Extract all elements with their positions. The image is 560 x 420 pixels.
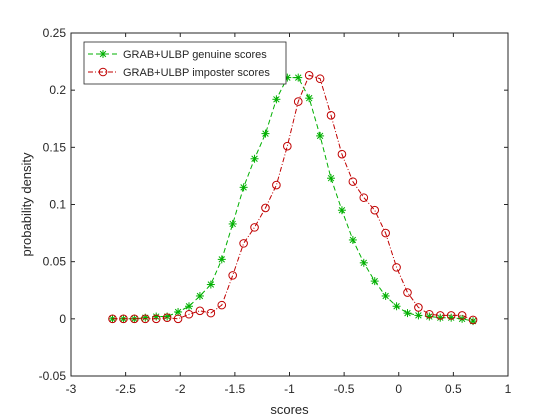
data-point xyxy=(119,314,128,324)
data-point xyxy=(228,219,237,228)
y-tick-label: -0.05 xyxy=(39,369,67,383)
legend-entry-imposter: GRAB+ULBP imposter scores xyxy=(88,67,270,79)
data-point xyxy=(184,302,193,311)
data-point xyxy=(228,271,237,280)
data-point xyxy=(370,205,380,215)
ticks: -3 -2.5 -2 -1.5 -1 -0.5 0 0.5 1 -0.05 0 0.05 0.1 0.15… xyxy=(39,26,512,396)
data-point xyxy=(206,308,216,318)
y-tick-label: 0.05 xyxy=(43,255,67,269)
y-tick-label: 0.25 xyxy=(43,26,67,40)
data-point xyxy=(293,97,303,106)
x-tick-label: 1 xyxy=(505,382,512,396)
data-point xyxy=(195,306,205,316)
data-point xyxy=(304,71,314,80)
x-tick-label: 0 xyxy=(395,382,402,396)
series-layer xyxy=(108,71,478,326)
x-tick-label: -2.5 xyxy=(115,382,136,396)
data-point xyxy=(403,309,412,318)
data-point xyxy=(359,258,368,267)
data-point xyxy=(348,177,358,186)
data-point xyxy=(250,154,259,163)
data-point xyxy=(239,239,248,248)
y-axis-label: probability density xyxy=(19,152,34,257)
data-point xyxy=(403,288,412,297)
data-point xyxy=(425,309,434,319)
data-point xyxy=(327,174,336,183)
y-tick-label: 0.2 xyxy=(49,83,66,97)
series-line-1 xyxy=(112,74,474,321)
data-point xyxy=(435,311,445,320)
x-tick-label: 0.5 xyxy=(445,382,462,396)
data-point xyxy=(326,111,336,120)
data-point xyxy=(272,180,281,190)
legend-label-genuine: GRAB+ULBP genuine scores xyxy=(123,49,267,61)
data-point xyxy=(381,291,390,300)
legend-box xyxy=(83,41,287,85)
x-tick-label: -3 xyxy=(66,382,77,396)
data-point xyxy=(195,291,204,300)
data-point xyxy=(337,206,346,215)
data-point xyxy=(370,277,379,286)
x-axis-label: scores xyxy=(270,402,309,417)
legend-marker-genuine xyxy=(99,50,107,58)
data-point xyxy=(130,314,139,324)
data-point xyxy=(261,203,270,213)
series-markers-1 xyxy=(108,71,478,325)
legend-entry-genuine: GRAB+ULBP genuine scores xyxy=(88,49,267,61)
data-point xyxy=(468,315,478,325)
data-point xyxy=(348,235,357,244)
y-tick-label: 0 xyxy=(59,312,66,326)
plot-area xyxy=(71,33,508,376)
data-point xyxy=(108,314,117,324)
x-tick-label: -0.5 xyxy=(334,382,355,396)
data-point xyxy=(283,141,292,151)
data-point xyxy=(261,129,270,138)
x-tick-label: -1.5 xyxy=(225,382,246,396)
data-point xyxy=(392,302,401,311)
y-tick-label: 0.15 xyxy=(43,140,67,154)
data-point xyxy=(272,95,281,104)
data-point xyxy=(239,183,248,192)
data-point xyxy=(457,311,467,320)
data-point xyxy=(359,193,369,202)
legend-marker-symbol xyxy=(98,67,108,77)
y-tick-label: 0.1 xyxy=(49,198,66,212)
data-point xyxy=(381,228,390,238)
x-tick-label: -2 xyxy=(175,382,186,396)
data-point xyxy=(392,263,401,272)
data-point xyxy=(305,94,314,103)
data-point xyxy=(316,131,325,140)
data-point xyxy=(206,280,215,289)
data-point xyxy=(414,303,423,312)
data-point xyxy=(414,311,423,320)
data-point xyxy=(217,300,227,310)
data-point xyxy=(250,223,259,232)
data-point xyxy=(315,74,325,84)
legend-label-imposter: GRAB+ULBP imposter scores xyxy=(123,67,270,79)
data-point xyxy=(217,255,226,264)
data-point xyxy=(140,314,150,324)
data-point xyxy=(337,149,347,159)
legend-marker-symbol xyxy=(99,50,107,58)
series-line-0 xyxy=(112,77,474,322)
data-point xyxy=(184,309,194,319)
legend: GRAB+ULBP genuine scores GRAB+ULBP impos… xyxy=(83,41,287,85)
x-tick-label: -1 xyxy=(284,382,295,396)
data-point xyxy=(446,311,456,320)
data-point xyxy=(294,73,303,82)
legend-marker-imposter xyxy=(98,67,108,77)
data-point xyxy=(162,313,172,322)
data-point xyxy=(173,314,183,324)
data-point xyxy=(151,314,161,324)
